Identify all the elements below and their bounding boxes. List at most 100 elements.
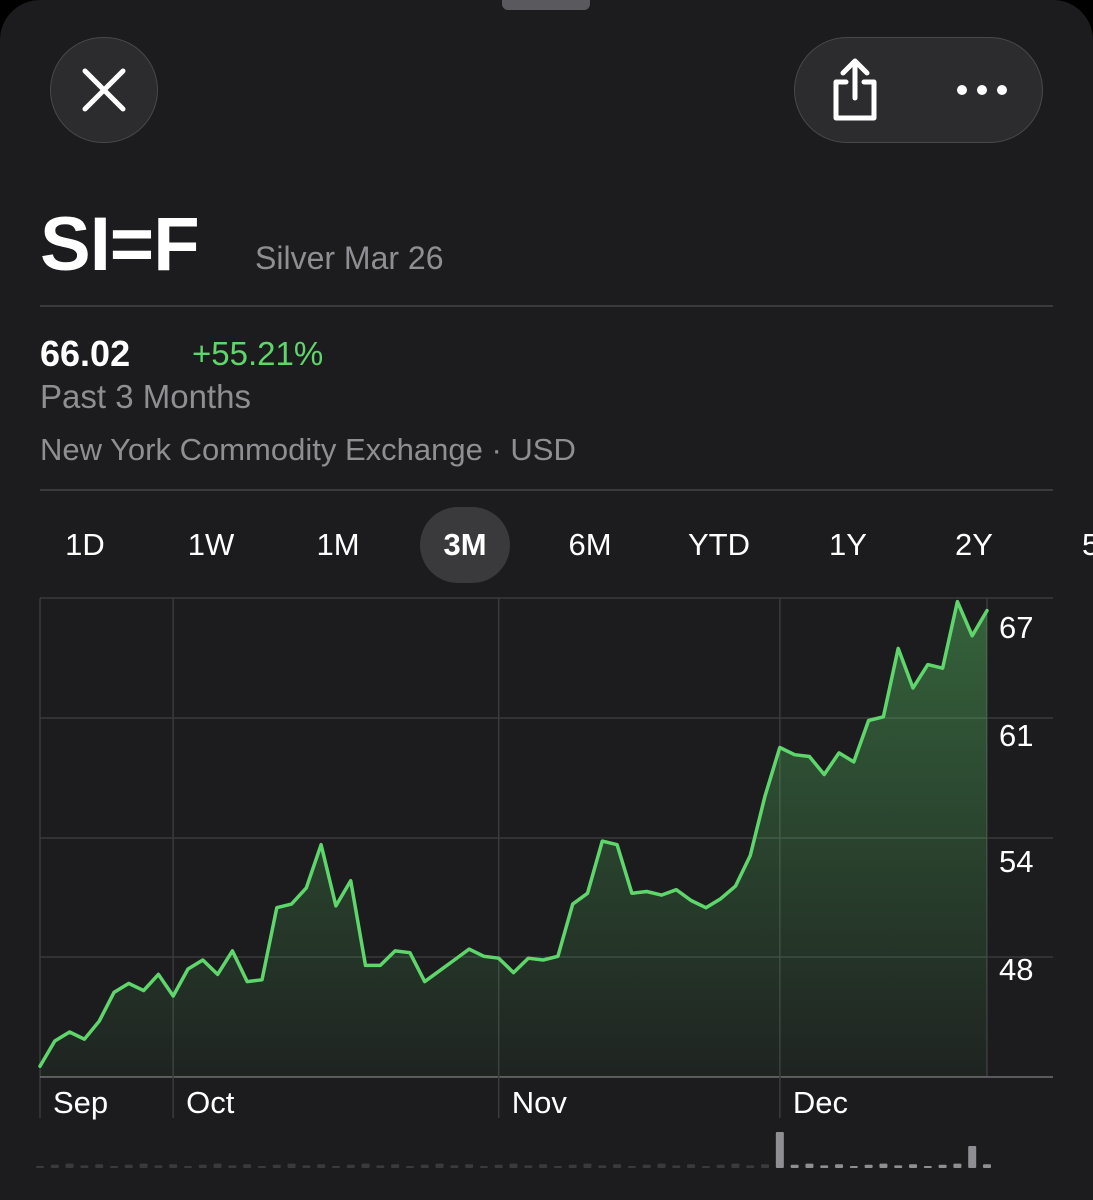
volume-bar xyxy=(420,1164,429,1168)
volume-bar xyxy=(968,1146,977,1168)
volume-bar xyxy=(524,1165,533,1168)
volume-bar xyxy=(361,1163,370,1168)
volume-bar xyxy=(657,1163,666,1168)
volume-bar xyxy=(243,1164,252,1168)
volume-bar xyxy=(109,1166,118,1168)
volume-bar xyxy=(687,1164,696,1168)
volume-bar xyxy=(805,1163,814,1168)
volume-bar xyxy=(983,1164,991,1168)
volume-bar xyxy=(642,1164,651,1168)
volume-bar xyxy=(50,1164,59,1168)
volume-bar xyxy=(583,1163,592,1168)
volume-bar xyxy=(849,1166,858,1168)
range-ytd[interactable]: YTD xyxy=(688,527,750,562)
volume-bar xyxy=(479,1166,488,1168)
close-button[interactable] xyxy=(50,37,158,143)
close-icon xyxy=(82,68,126,112)
volume-bar xyxy=(272,1164,281,1168)
volume-bar xyxy=(287,1163,296,1168)
volume-bar xyxy=(198,1164,207,1168)
volume-bar xyxy=(405,1166,414,1168)
x-axis-month-label: Nov xyxy=(512,1085,568,1120)
volume-bar xyxy=(257,1166,266,1168)
volume-bar xyxy=(302,1165,311,1168)
y-axis-tick-label: 67 xyxy=(999,610,1033,645)
volume-bar xyxy=(820,1165,829,1168)
range-1w[interactable]: 1W xyxy=(187,527,235,562)
volume-bar xyxy=(731,1163,740,1168)
volume-bar xyxy=(761,1164,770,1168)
volume-bar xyxy=(894,1165,903,1168)
instrument-name: Silver Mar 26 xyxy=(255,240,444,276)
volume-bar xyxy=(435,1163,444,1168)
percent-change: +55.21% xyxy=(192,335,324,372)
volume-bar xyxy=(509,1163,518,1168)
volume-bar xyxy=(317,1164,326,1168)
volume-bar xyxy=(183,1166,192,1168)
volume-bar xyxy=(746,1165,755,1168)
x-axis-month-label: Sep xyxy=(53,1085,108,1120)
volume-bar xyxy=(228,1165,237,1168)
volume-bar xyxy=(553,1166,562,1168)
volume-bar xyxy=(331,1166,340,1168)
price-line xyxy=(38,599,989,1068)
range-1y[interactable]: 1Y xyxy=(829,527,867,562)
volume-bar xyxy=(391,1164,400,1168)
volume-bar xyxy=(376,1165,385,1168)
volume-bar xyxy=(494,1164,503,1168)
x-axis-month-label: Dec xyxy=(793,1085,848,1120)
share-icon xyxy=(833,58,877,121)
volume-bar xyxy=(139,1163,148,1168)
divider xyxy=(40,305,1053,307)
volume-bar xyxy=(154,1165,163,1168)
more-button[interactable] xyxy=(952,55,1012,125)
volume-bar xyxy=(169,1164,178,1168)
volume-bar xyxy=(909,1164,918,1168)
ticker-symbol: SI=F xyxy=(40,202,200,287)
volume-bar xyxy=(879,1163,888,1168)
volume-bar xyxy=(923,1166,932,1168)
volume-bar xyxy=(36,1166,44,1168)
volume-bar xyxy=(465,1164,474,1168)
volume-bar xyxy=(539,1164,548,1168)
range-1d[interactable]: 1D xyxy=(65,527,105,562)
range-2y[interactable]: 2Y xyxy=(955,527,993,562)
volume-bar xyxy=(835,1164,844,1168)
volume-bar xyxy=(568,1164,577,1168)
range-5y[interactable]: 5 xyxy=(1082,527,1093,562)
volume-bar xyxy=(627,1166,636,1168)
volume-bar xyxy=(953,1163,962,1168)
volume-bar xyxy=(346,1164,355,1168)
sheet-grabber-handle[interactable] xyxy=(502,0,590,10)
x-axis-month-label: Oct xyxy=(186,1085,235,1120)
share-button[interactable] xyxy=(825,55,885,125)
actions-group xyxy=(794,37,1043,143)
volume-bar xyxy=(864,1164,873,1168)
volume-bar xyxy=(775,1132,784,1168)
price-area-fill xyxy=(40,601,987,1077)
exchange-label: New York Commodity Exchange · USD xyxy=(40,432,576,467)
volume-bar xyxy=(124,1164,133,1168)
range-6m[interactable]: 6M xyxy=(568,527,612,562)
volume-bar xyxy=(598,1165,607,1168)
y-axis-tick-label: 54 xyxy=(999,844,1033,879)
current-price: 66.02 xyxy=(40,333,131,374)
volume-bar xyxy=(701,1166,710,1168)
volume-bar xyxy=(450,1165,459,1168)
volume-bar xyxy=(672,1165,681,1168)
volume-bar xyxy=(95,1164,104,1168)
range-3m[interactable]: 3M xyxy=(420,507,510,583)
divider xyxy=(40,489,1053,491)
y-axis-tick-label: 61 xyxy=(999,718,1033,753)
y-axis-tick-label: 48 xyxy=(999,952,1033,987)
volume-bar xyxy=(213,1163,222,1168)
range-1m[interactable]: 1M xyxy=(316,527,360,562)
volume-bar xyxy=(80,1165,89,1168)
volume-bar xyxy=(613,1164,622,1168)
volume-bar xyxy=(790,1164,799,1168)
volume-bar xyxy=(938,1164,947,1168)
volume-bar xyxy=(716,1164,725,1168)
period-label: Past 3 Months xyxy=(40,378,251,415)
